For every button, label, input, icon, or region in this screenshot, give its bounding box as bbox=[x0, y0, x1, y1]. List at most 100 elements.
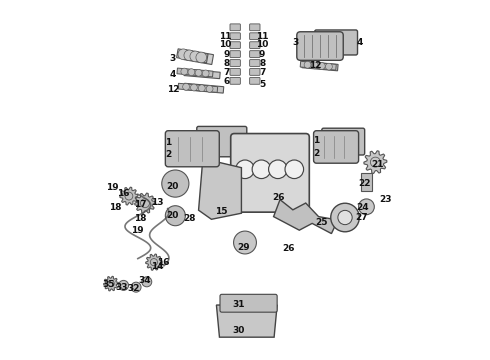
Text: 11: 11 bbox=[256, 32, 269, 41]
FancyBboxPatch shape bbox=[230, 51, 241, 58]
FancyBboxPatch shape bbox=[230, 77, 241, 84]
Polygon shape bbox=[184, 83, 224, 93]
FancyBboxPatch shape bbox=[249, 77, 260, 84]
Text: 4: 4 bbox=[357, 38, 363, 47]
Circle shape bbox=[125, 192, 133, 200]
Text: 1: 1 bbox=[313, 136, 319, 145]
Text: 20: 20 bbox=[167, 211, 179, 220]
Text: 3: 3 bbox=[292, 38, 298, 47]
Text: 6: 6 bbox=[223, 77, 229, 86]
FancyBboxPatch shape bbox=[230, 68, 241, 75]
Circle shape bbox=[285, 160, 304, 179]
Text: 5: 5 bbox=[259, 80, 265, 89]
Text: 26: 26 bbox=[273, 193, 285, 202]
Polygon shape bbox=[184, 50, 214, 64]
Text: 12: 12 bbox=[309, 61, 321, 70]
Polygon shape bbox=[120, 187, 138, 205]
FancyBboxPatch shape bbox=[315, 30, 358, 55]
Text: 25: 25 bbox=[316, 218, 328, 227]
FancyBboxPatch shape bbox=[249, 33, 260, 40]
Polygon shape bbox=[104, 276, 119, 291]
Circle shape bbox=[318, 63, 325, 69]
Circle shape bbox=[150, 258, 157, 266]
Text: 16: 16 bbox=[157, 258, 170, 267]
Text: 19: 19 bbox=[131, 226, 144, 235]
Circle shape bbox=[141, 199, 149, 208]
Text: 9: 9 bbox=[223, 50, 230, 59]
Circle shape bbox=[236, 160, 254, 179]
Circle shape bbox=[359, 199, 374, 215]
FancyBboxPatch shape bbox=[230, 60, 241, 66]
Polygon shape bbox=[177, 68, 213, 77]
Text: 19: 19 bbox=[106, 183, 119, 192]
Text: 11: 11 bbox=[219, 32, 232, 41]
Polygon shape bbox=[364, 151, 387, 174]
Text: 13: 13 bbox=[151, 198, 164, 207]
Text: 33: 33 bbox=[116, 283, 128, 292]
Circle shape bbox=[338, 210, 352, 225]
FancyBboxPatch shape bbox=[230, 24, 241, 31]
FancyBboxPatch shape bbox=[314, 131, 359, 163]
Text: 29: 29 bbox=[237, 243, 249, 252]
FancyBboxPatch shape bbox=[249, 68, 260, 75]
Circle shape bbox=[252, 160, 270, 179]
Text: 26: 26 bbox=[282, 244, 295, 253]
Circle shape bbox=[311, 62, 318, 69]
Circle shape bbox=[178, 49, 189, 60]
FancyBboxPatch shape bbox=[220, 294, 277, 312]
Circle shape bbox=[331, 203, 359, 232]
Text: 4: 4 bbox=[170, 70, 176, 79]
Text: 14: 14 bbox=[151, 262, 164, 271]
Circle shape bbox=[370, 157, 380, 167]
Text: 32: 32 bbox=[127, 284, 140, 293]
Circle shape bbox=[188, 69, 195, 76]
Circle shape bbox=[131, 282, 141, 292]
Text: 3: 3 bbox=[170, 54, 176, 63]
Circle shape bbox=[198, 85, 205, 91]
Text: 8: 8 bbox=[223, 59, 229, 68]
Circle shape bbox=[142, 277, 152, 287]
FancyBboxPatch shape bbox=[230, 33, 241, 40]
Text: 31: 31 bbox=[233, 300, 245, 309]
FancyBboxPatch shape bbox=[322, 128, 365, 155]
FancyBboxPatch shape bbox=[231, 134, 309, 212]
Text: 18: 18 bbox=[134, 214, 147, 223]
Text: 22: 22 bbox=[358, 179, 371, 188]
Polygon shape bbox=[146, 254, 162, 270]
FancyBboxPatch shape bbox=[249, 42, 260, 49]
Circle shape bbox=[206, 85, 213, 92]
FancyBboxPatch shape bbox=[165, 131, 220, 167]
Text: 23: 23 bbox=[379, 195, 392, 204]
Polygon shape bbox=[176, 49, 208, 63]
Circle shape bbox=[195, 69, 202, 76]
Bar bbox=[361, 173, 372, 191]
Circle shape bbox=[165, 206, 185, 226]
Circle shape bbox=[196, 52, 207, 63]
Circle shape bbox=[108, 280, 114, 287]
FancyBboxPatch shape bbox=[249, 60, 260, 66]
Text: 1: 1 bbox=[165, 138, 172, 147]
Circle shape bbox=[183, 84, 190, 90]
FancyBboxPatch shape bbox=[230, 42, 241, 49]
FancyBboxPatch shape bbox=[249, 24, 260, 31]
Text: 9: 9 bbox=[259, 50, 265, 59]
Circle shape bbox=[202, 70, 209, 77]
Circle shape bbox=[191, 84, 197, 91]
Circle shape bbox=[304, 61, 311, 68]
Text: 10: 10 bbox=[219, 40, 232, 49]
Text: 10: 10 bbox=[256, 40, 269, 49]
Circle shape bbox=[181, 68, 188, 75]
FancyBboxPatch shape bbox=[297, 32, 343, 60]
Text: 7: 7 bbox=[223, 68, 230, 77]
Circle shape bbox=[190, 51, 201, 62]
Text: 16: 16 bbox=[117, 189, 130, 198]
FancyBboxPatch shape bbox=[249, 51, 260, 58]
Circle shape bbox=[184, 50, 195, 61]
Text: 30: 30 bbox=[233, 326, 245, 335]
Text: 28: 28 bbox=[183, 214, 196, 223]
Circle shape bbox=[325, 63, 332, 70]
Polygon shape bbox=[273, 200, 338, 234]
Circle shape bbox=[162, 170, 189, 197]
Circle shape bbox=[234, 231, 256, 254]
Polygon shape bbox=[184, 69, 220, 79]
